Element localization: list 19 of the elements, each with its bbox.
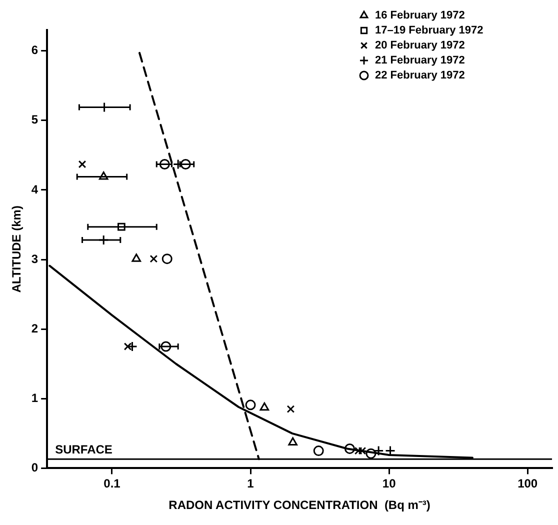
y-tick-label: 0 [31, 460, 38, 475]
y-tick-label: 5 [31, 112, 38, 127]
y-tick-label: 3 [31, 252, 38, 266]
legend-label: 21 February 1972 [375, 54, 465, 67]
legend-label: 17–19 February 1972 [375, 24, 484, 37]
x-tick-label: 100 [518, 476, 538, 491]
legend-label: 22 February 1972 [375, 70, 465, 82]
x-axis-title: RADON ACTIVITY CONCENTRATION (Bq m⁻³) [168, 498, 430, 512]
y-tick-label: 2 [31, 321, 38, 336]
ref-line-label: SURFACE [55, 442, 112, 456]
legend-label: 20 February 1972 [375, 40, 465, 52]
y-tick-label: 4 [31, 182, 38, 196]
x-tick-label: 0.1 [104, 476, 121, 491]
y-tick-label: 1 [31, 390, 38, 405]
x-tick-label: 1 [247, 476, 254, 491]
x-tick-label: 10 [382, 476, 396, 491]
y-axis-title: ALTITUDE (km) [10, 206, 24, 293]
legend-label: 16 February 1972 [375, 10, 465, 22]
y-tick-label: 6 [31, 43, 38, 58]
